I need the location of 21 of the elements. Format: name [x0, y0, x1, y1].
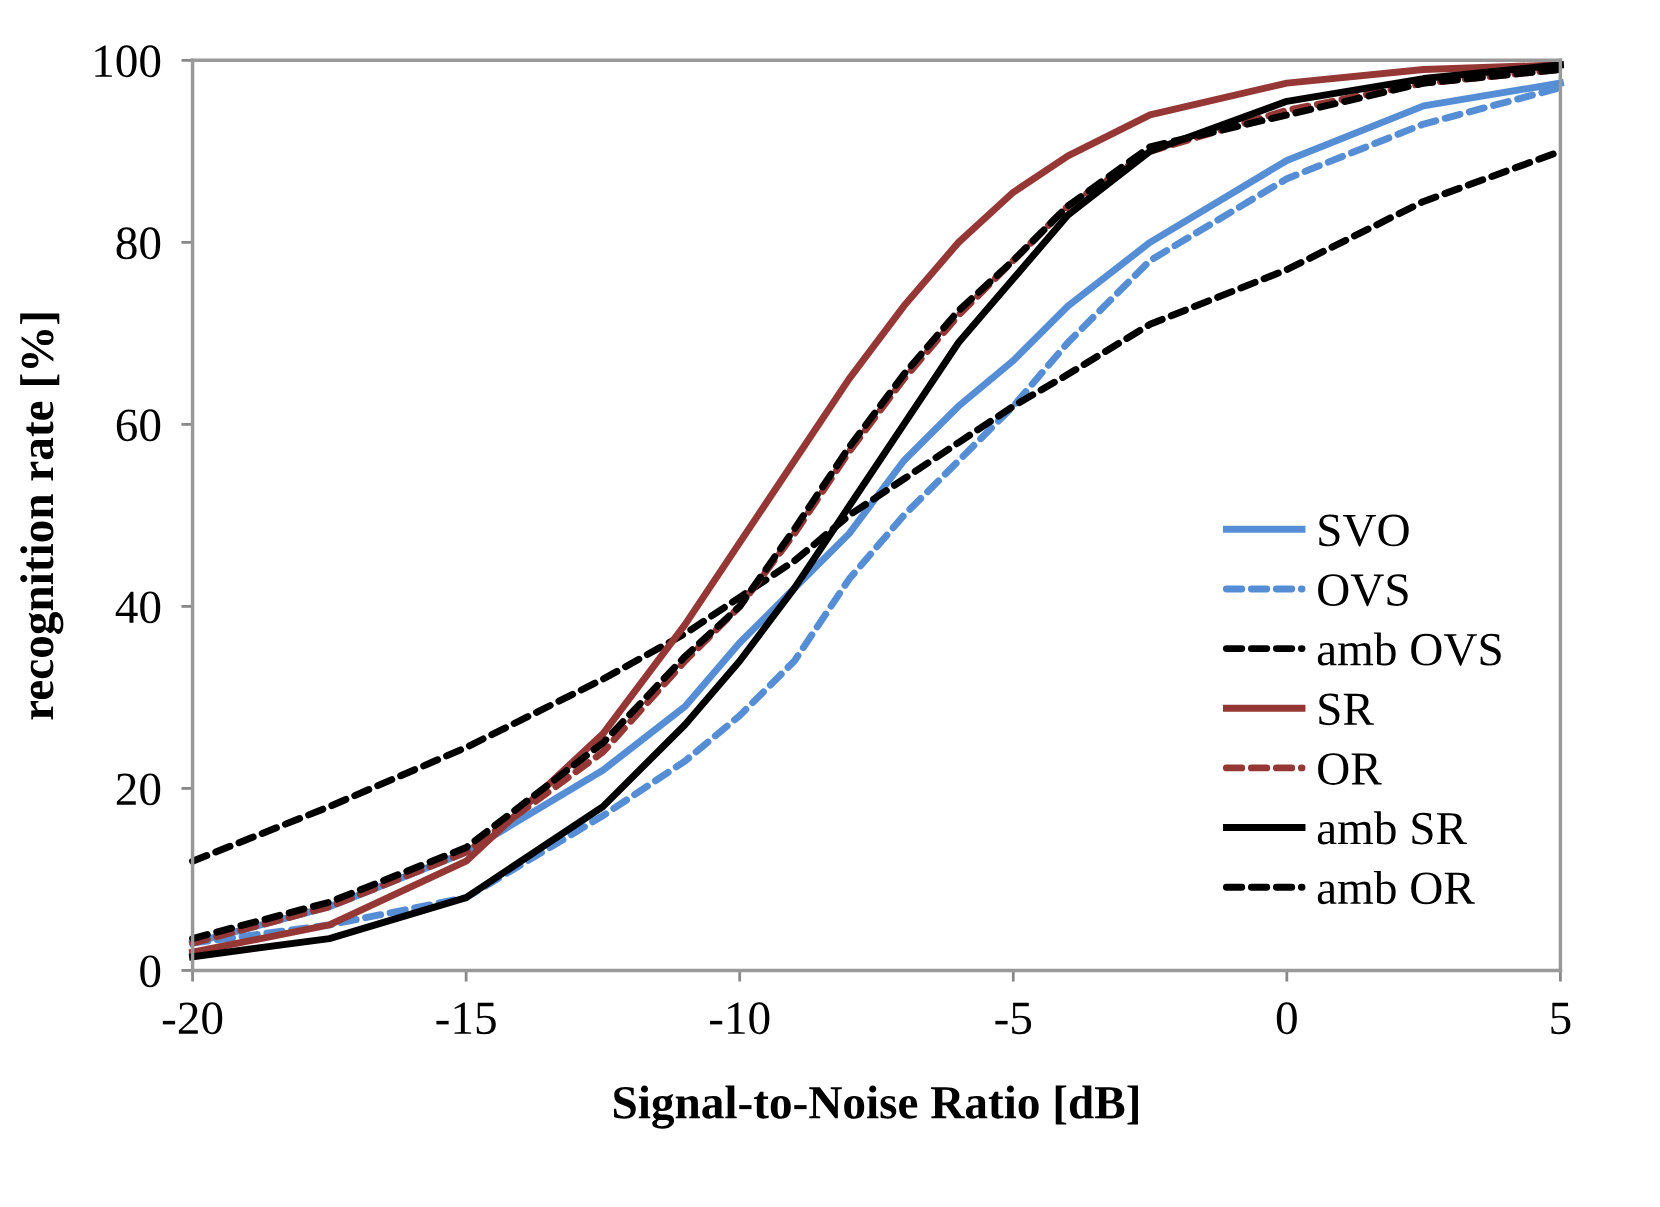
legend-label: amb OR: [1317, 870, 1475, 905]
x-tick-label: -15: [436, 1002, 496, 1035]
legend-label: amb OVS: [1317, 632, 1501, 666]
legend-label: OR: [1318, 753, 1382, 785]
y-tick-label: 20: [116, 773, 161, 806]
x-tick-label: -5: [995, 1002, 1032, 1035]
y-tick-label: 60: [116, 409, 161, 442]
x-axis-title: Signal-to-Noise Ratio [dB]: [614, 1085, 1138, 1129]
x-tick-label: 5: [1551, 1002, 1571, 1035]
y-tick-label: 40: [115, 591, 161, 624]
y-tick-label: 100: [95, 45, 161, 78]
x-tick-label: -20: [162, 1002, 223, 1035]
legend-label: SR: [1319, 693, 1374, 726]
legend-label: SVO: [1319, 514, 1409, 547]
x-tick-label: -10: [709, 1002, 770, 1035]
legend-label: OVS: [1318, 574, 1408, 607]
y-axis-title: recognition rate [%]: [20, 313, 64, 720]
y-tick-label: 0: [140, 955, 161, 988]
x-tick-label: 0: [1276, 1002, 1297, 1035]
y-tick-label: 80: [116, 227, 161, 260]
legend-label: amb SR: [1317, 811, 1467, 845]
